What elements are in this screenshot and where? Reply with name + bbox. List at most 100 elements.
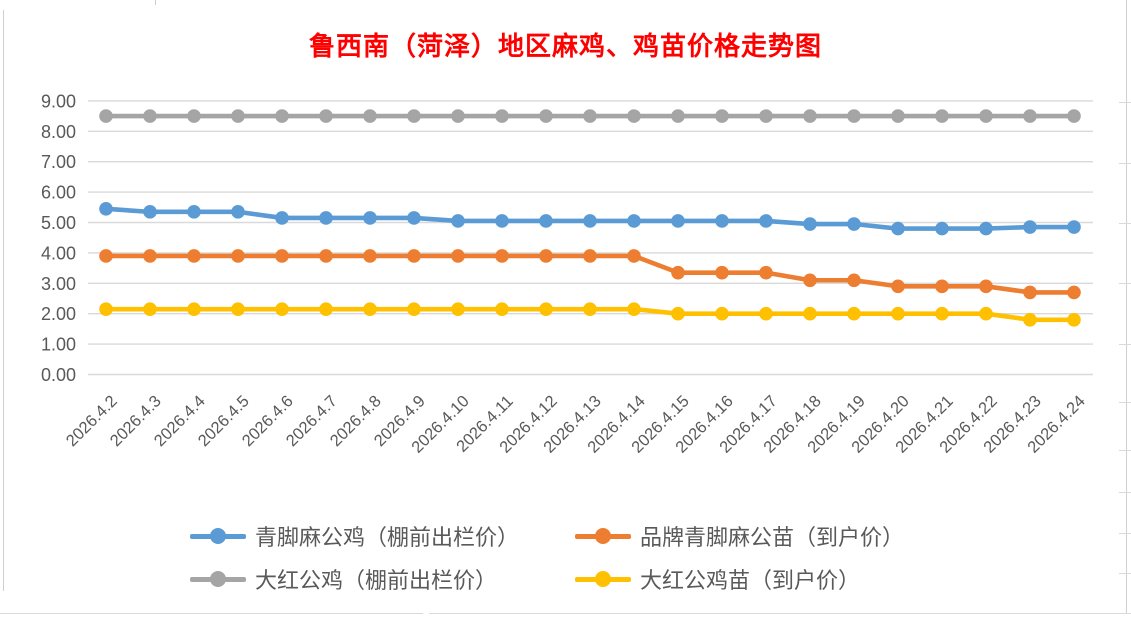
data-point	[495, 302, 509, 316]
data-point	[1023, 109, 1037, 123]
series-3	[99, 302, 1081, 327]
data-point	[275, 109, 289, 123]
sheet-row-stub	[1119, 573, 1131, 574]
data-point	[627, 302, 641, 316]
data-point	[627, 249, 641, 263]
data-point	[319, 211, 333, 225]
data-point	[759, 265, 773, 280]
data-point	[1067, 312, 1081, 327]
data-point	[715, 306, 729, 321]
data-point	[231, 302, 245, 316]
sheet-row-stub	[1119, 450, 1131, 451]
data-point	[803, 109, 817, 123]
data-point	[319, 302, 333, 316]
data-point	[143, 205, 157, 219]
data-point	[407, 211, 421, 225]
data-point	[495, 214, 509, 228]
data-point	[803, 306, 817, 321]
data-point	[891, 306, 905, 321]
data-point	[979, 221, 993, 236]
data-point	[275, 302, 289, 316]
data-point	[583, 109, 597, 123]
data-point	[495, 109, 509, 123]
data-point	[319, 249, 333, 263]
data-point	[891, 221, 905, 236]
data-point	[363, 211, 377, 225]
legend-marker-gray	[190, 571, 246, 587]
data-point	[539, 214, 553, 228]
data-point	[671, 265, 685, 280]
data-point	[143, 249, 157, 263]
sheet-row-stub	[1119, 533, 1131, 534]
series-0	[99, 202, 1081, 236]
data-point	[935, 306, 949, 321]
data-point	[275, 249, 289, 263]
legend-item-brand-chick: 品牌青脚麻公苗（到户价）	[575, 523, 905, 550]
svg-text:5.00: 5.00	[41, 213, 76, 233]
sheet-row-stub	[1119, 344, 1131, 345]
data-point	[539, 249, 553, 263]
data-point	[627, 109, 641, 123]
x-axis-labels: 2026.4.22026.4.32026.4.42026.4.52026.4.6…	[63, 392, 1089, 457]
data-point	[891, 279, 905, 294]
sheet-row-stub	[1119, 102, 1131, 103]
data-point	[715, 214, 729, 228]
data-point	[979, 109, 993, 123]
data-point	[979, 279, 993, 294]
data-point	[935, 279, 949, 294]
data-point	[847, 109, 861, 123]
data-point	[187, 302, 201, 316]
data-point	[1023, 220, 1037, 234]
data-point	[539, 109, 553, 123]
data-point	[495, 249, 509, 263]
gridlines	[88, 100, 1093, 376]
data-point	[583, 214, 597, 228]
data-point	[979, 306, 993, 321]
data-point	[847, 306, 861, 321]
sheet-row-stub	[1119, 223, 1131, 224]
legend-label: 品牌青脚麻公苗（到户价）	[640, 525, 905, 550]
data-point	[803, 217, 817, 231]
data-point	[407, 249, 421, 263]
legend-label: 大红公鸡（棚前出栏价）	[255, 568, 498, 593]
sheet-column-line-left	[3, 10, 4, 591]
sheet-row-stub	[1119, 163, 1131, 164]
data-point	[319, 109, 333, 123]
data-point	[715, 109, 729, 123]
data-point	[583, 302, 597, 316]
legend-marker-blue	[190, 528, 246, 544]
sheet-column-line-top-stub	[155, 0, 156, 5]
data-point	[275, 211, 289, 225]
data-point	[847, 217, 861, 231]
data-point	[935, 109, 949, 123]
data-point	[891, 109, 905, 123]
data-point	[671, 306, 685, 321]
legend-marker-orange	[575, 528, 631, 544]
data-point	[671, 109, 685, 123]
data-point	[143, 109, 157, 123]
data-point	[231, 249, 245, 263]
svg-text:6.00: 6.00	[41, 183, 76, 203]
data-point	[935, 221, 949, 236]
y-axis-labels: 0.00 1.00 2.00 3.00 4.00 5.00 6.00 7.00 8.00 9.00	[41, 91, 76, 385]
data-point	[1023, 312, 1037, 327]
data-point	[187, 205, 201, 219]
data-point	[143, 302, 157, 316]
data-point	[407, 109, 421, 123]
sheet-row-line-bottom-2	[429, 613, 1131, 614]
svg-text:4.00: 4.00	[41, 243, 76, 263]
data-point	[231, 205, 245, 219]
data-point	[363, 302, 377, 316]
data-point	[99, 249, 113, 263]
data-point	[1067, 285, 1081, 300]
legend-item-dahong-chick: 大红公鸡苗（到户价）	[575, 566, 861, 593]
legend-item-qingjiao-rooster: 青脚麻公鸡（棚前出栏价）	[190, 523, 519, 550]
data-point	[99, 202, 113, 216]
sheet-row-stub	[1119, 492, 1131, 493]
legend-label: 大红公鸡苗（到户价）	[640, 568, 861, 593]
svg-text:3.00: 3.00	[41, 274, 76, 294]
data-point	[759, 306, 773, 321]
svg-text:1.00: 1.00	[41, 335, 76, 355]
data-point	[803, 273, 817, 288]
sheet-row-line-bottom	[0, 613, 423, 614]
